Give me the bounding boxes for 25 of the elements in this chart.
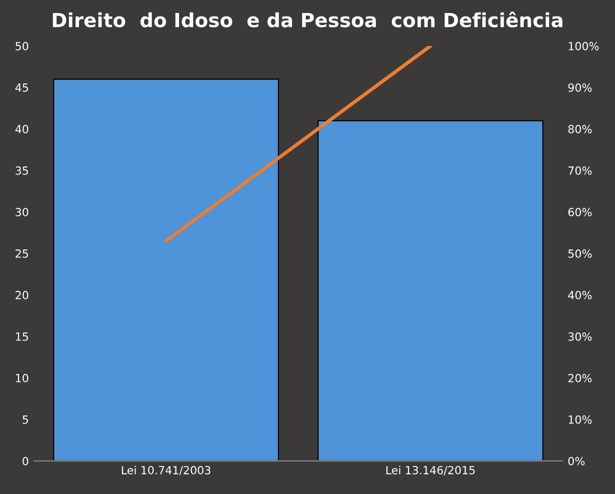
- y-tick-label: 20: [16, 290, 28, 300]
- chart-title: Direito do Idoso e da Pessoa com Deficiência: [52, 12, 562, 28]
- y2-tick-label: 70%: [568, 166, 592, 175]
- y-tick-label: 45: [15, 84, 28, 92]
- y2-tick-label: 80%: [568, 124, 592, 134]
- y2-tick-label: 10%: [568, 415, 592, 424]
- y-tick-label: 10: [16, 374, 28, 382]
- y-tick-label: 5: [22, 416, 28, 424]
- y2-tick-label: 20%: [568, 374, 592, 382]
- y-tick-label: 50: [16, 42, 28, 50]
- y-tick-label: 30: [16, 208, 28, 216]
- y2-tick-label: 90%: [568, 83, 592, 92]
- y2-tick-label: 100%: [568, 42, 599, 50]
- y2-tick-label: 0%: [568, 456, 585, 466]
- y-tick-label: 25: [16, 249, 28, 258]
- y-tick-label: 35: [16, 166, 28, 175]
- y-tick-label: 40: [15, 124, 28, 134]
- x-tick-label: Lei 10.741/2003: [122, 466, 210, 476]
- y2-tick-label: 60%: [568, 208, 592, 216]
- x-tick-label: Lei 13.146/2015: [386, 466, 475, 476]
- y-tick-label: 15: [16, 332, 28, 341]
- y2-tick-label: 40%: [568, 290, 592, 300]
- y2-tick-label: 50%: [568, 249, 592, 258]
- y2-tick-label: 30%: [568, 332, 592, 341]
- y-tick-label: 0: [22, 456, 28, 466]
